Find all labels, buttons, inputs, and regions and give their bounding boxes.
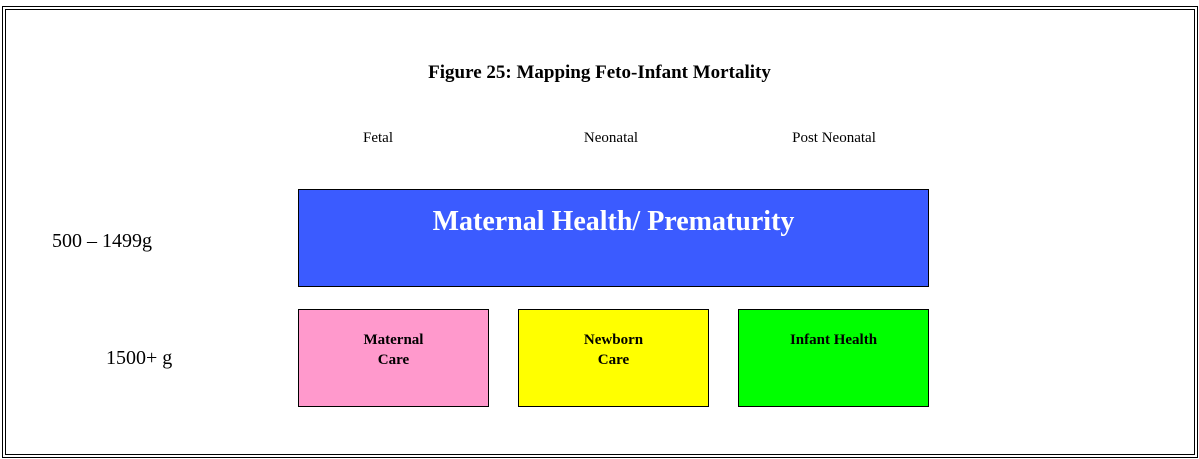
newborn-care-box: Newborn Care xyxy=(518,309,709,407)
column-header: Post Neonatal xyxy=(792,130,876,146)
box-line: Newborn xyxy=(583,332,644,348)
maternal-care-box: Maternal Care xyxy=(298,309,489,407)
infant-health-box: Infant Health xyxy=(738,309,929,407)
box-line: Infant Health xyxy=(789,332,878,348)
box-line: Care xyxy=(597,352,630,368)
frame xyxy=(2,6,1198,458)
box-line: Maternal xyxy=(363,332,424,348)
maternal-health-box: Maternal Health/ Prematurity xyxy=(298,189,929,287)
box-line: Care xyxy=(377,352,410,368)
column-header: Neonatal xyxy=(583,130,639,146)
figure-title: Figure 25: Mapping Feto-Infant Mortality xyxy=(428,62,771,83)
column-header: Fetal xyxy=(363,130,393,146)
row-label: 1500+ g xyxy=(106,347,173,369)
row-label: 500 – 1499g xyxy=(52,230,152,252)
